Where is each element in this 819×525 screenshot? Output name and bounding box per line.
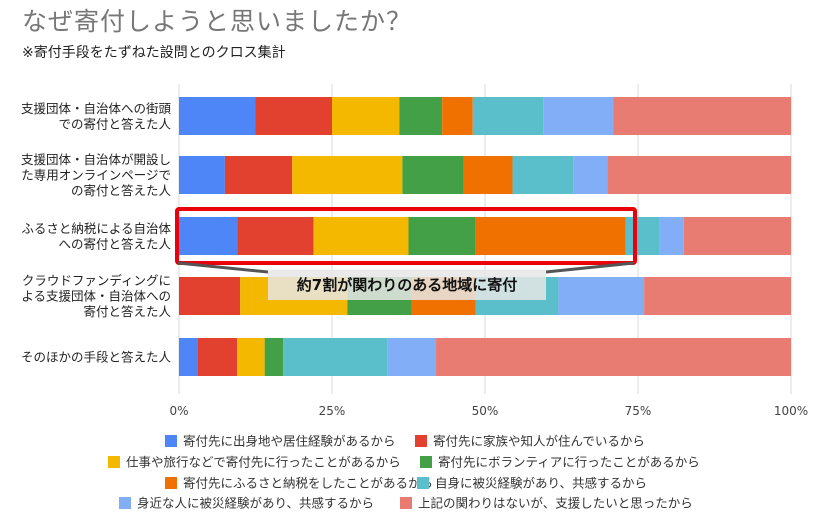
- legend-label: 仕事や旅行などで寄付先に行ったことがあるから: [126, 455, 401, 470]
- bar-segment: [659, 217, 684, 255]
- bar-segment: [436, 338, 791, 376]
- legend-label: 自身に被災経験があり、共感するから: [435, 476, 647, 491]
- legend-label: 寄付先にボランティアに行ったことがあるから: [438, 455, 700, 470]
- callout-background: [268, 270, 546, 300]
- bar-segment: [607, 156, 791, 194]
- legend-swatch: [119, 497, 131, 509]
- bar-segment: [387, 338, 437, 376]
- legend-swatch: [108, 456, 120, 468]
- bar-segment: [179, 97, 256, 135]
- legend-label: 上記の関わりはないが、支援したいと思ったから: [418, 496, 693, 511]
- category-label: そのほかの手段と答えた人: [21, 350, 172, 365]
- x-tick-label: 75%: [625, 404, 652, 418]
- legend-swatch: [415, 435, 427, 447]
- bar-segment: [179, 338, 198, 376]
- bar-segment: [625, 217, 660, 255]
- legend-swatch: [165, 435, 177, 447]
- bar-segment: [179, 217, 238, 255]
- legend-swatch: [417, 477, 429, 489]
- bar-segment: [283, 338, 388, 376]
- bar-segment: [683, 217, 791, 255]
- bar-segment: [237, 217, 314, 255]
- bar-segment: [237, 338, 265, 376]
- bar-segment: [292, 156, 403, 194]
- chart-title: なぜ寄付しようと思いましたか？: [22, 7, 413, 36]
- x-tick-label: 0%: [169, 404, 188, 418]
- bar-segments: [179, 97, 791, 376]
- bar-segment: [402, 156, 464, 194]
- x-tick-label: 50%: [472, 404, 499, 418]
- category-label: ふるさと納税による自治体への寄付と答えた人: [21, 221, 171, 252]
- legend-label: 身近な人に被災経験があり、共感するから: [137, 496, 374, 511]
- legend-swatch: [400, 497, 412, 509]
- bar-segment: [224, 156, 293, 194]
- legend-label: 寄付先に家族や知人が住んでいるから: [433, 434, 645, 449]
- legend-swatch: [420, 456, 432, 468]
- bar-segment: [399, 97, 443, 135]
- x-tick-label: 25%: [319, 404, 346, 418]
- chart-subtitle: ※寄付手段をたずねた設問とのクロス集計: [22, 45, 286, 61]
- bar-segment: [573, 156, 608, 194]
- bar-segment: [475, 217, 626, 255]
- bar-segment: [197, 338, 238, 376]
- bar-segment: [179, 277, 241, 315]
- bar-segment: [463, 156, 513, 194]
- highlight-box: [175, 207, 637, 265]
- bar-segment: [512, 156, 574, 194]
- bar-segment: [558, 277, 645, 315]
- bar-segment: [644, 277, 791, 315]
- bar-segment: [264, 338, 284, 376]
- x-tick-label: 100%: [774, 404, 808, 418]
- bar-segment: [543, 97, 614, 135]
- bar-segment: [179, 156, 225, 194]
- legend-label: 寄付先にふるさと納税をしたことがあるから: [183, 476, 433, 491]
- category-label: 支援団体・自治体への街頭での寄付と答えた人: [21, 101, 172, 132]
- bar-segment: [313, 217, 409, 255]
- legend-label: 寄付先に出身地や居住経験があるから: [183, 434, 396, 449]
- legend-swatch: [165, 477, 177, 489]
- bar-segment: [408, 217, 476, 255]
- bar-segment: [255, 97, 332, 135]
- legend: 寄付先に出身地や居住経験があるから 寄付先に家族や知人が住んでいるから仕事や旅行な…: [108, 434, 700, 511]
- category-label: クラウドファンディングによる支援団体・自治体への寄付と答えた人: [21, 273, 171, 319]
- category-label: 支援団体・自治体が開設した専用オンラインページでの寄付と答えた人: [21, 152, 172, 198]
- bar-segment: [613, 97, 791, 135]
- callout-connector-left: [177, 261, 269, 274]
- bar-segment: [442, 97, 473, 135]
- category-labels: 支援団体・自治体への街頭での寄付と答えた人支援団体・自治体が開設した専用オンライ…: [21, 101, 172, 365]
- callout-connector-right: [545, 261, 635, 274]
- highlight-annotation: [175, 207, 637, 274]
- bar-segment: [332, 97, 400, 135]
- x-tick-labels: 0% 25% 50% 75% 100%: [169, 404, 808, 418]
- bar-segment: [472, 97, 544, 135]
- callout-label: 約7割が関わりのある地域に寄付: [296, 276, 518, 294]
